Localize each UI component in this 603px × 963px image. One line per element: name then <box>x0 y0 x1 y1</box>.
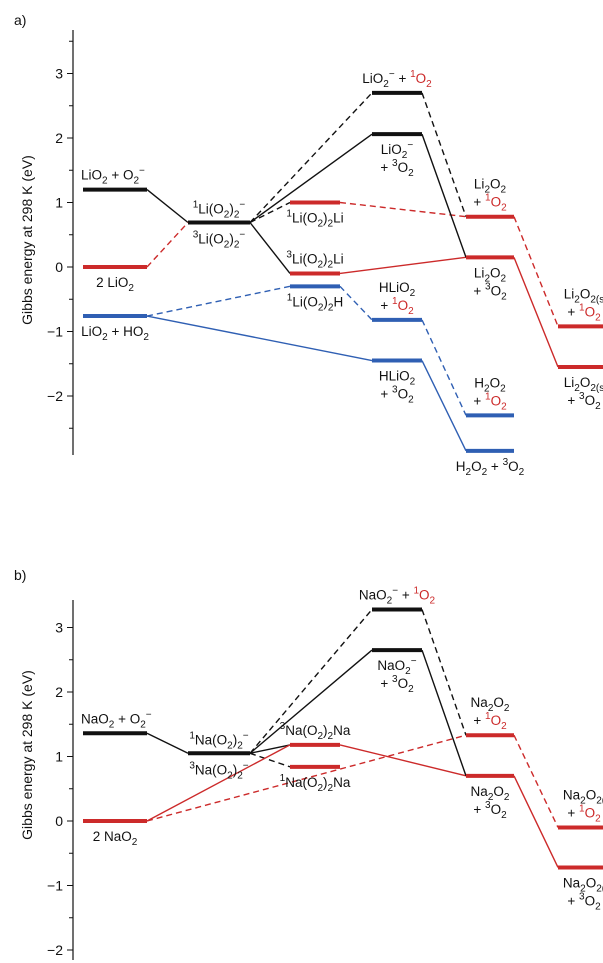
level-label: + 3O2 <box>567 891 601 912</box>
panel-a: a) Gibbs energy at 298 K (eV) 3 2 1 0 −1 −2 LiO2… <box>14 12 603 478</box>
y-tick-label: 2 <box>55 684 63 700</box>
connector-line <box>421 649 467 777</box>
level-label: 1Na(O2)2− <box>189 730 248 751</box>
y-tick-label: −2 <box>47 388 63 404</box>
level-label: + 1O2 <box>567 803 601 824</box>
level-label: HLiO2 <box>379 369 416 388</box>
connector-line <box>339 201 467 218</box>
connector-line <box>249 608 373 754</box>
level-label: 3Li(O2)2Li <box>286 249 343 270</box>
y-axis-label: Gibbs energy at 298 K (eV) <box>19 670 35 840</box>
level-label: Na2O2( <box>563 787 603 806</box>
connector-line <box>146 315 373 362</box>
y-tick-label: 1 <box>55 195 63 211</box>
level-label: 3Na(O2)2− <box>189 760 248 781</box>
level-label: 2 LiO2 <box>96 275 134 294</box>
connector-line <box>421 609 467 736</box>
level-label: LiO2 + O2− <box>81 166 145 187</box>
connector-line <box>513 775 559 868</box>
level-label: 1Li(O2)2Li <box>286 209 343 230</box>
level-label: 3Li(O2)2− <box>193 229 246 250</box>
connector-line <box>513 216 559 327</box>
level-label: + 1O2 <box>473 391 507 412</box>
connector-line <box>146 222 189 268</box>
y-axis-label: Gibbs energy at 298 K (eV) <box>19 155 35 325</box>
level-label: LiO2 + HO2 <box>81 324 149 343</box>
level-label: HLiO2 <box>379 280 416 299</box>
level-label: H2O2 + 3O2 <box>456 457 525 478</box>
level-label: 2 NaO2 <box>93 829 138 848</box>
connector-line <box>249 744 291 754</box>
connector-line <box>421 92 467 217</box>
level-label: Na2O2 <box>471 784 510 803</box>
level-label: + 3O2 <box>380 158 414 179</box>
connector-line <box>146 734 467 822</box>
level-label: LiO2− <box>381 140 414 161</box>
panel-b: b) Gibbs energy at 298 K (eV) 3 2 1 0 −1 −2 NaO2… <box>14 567 603 960</box>
level-label: 1Li(O2)2H <box>287 292 343 313</box>
panel-label: a) <box>14 12 26 28</box>
y-tick-label: 3 <box>55 620 63 636</box>
level-label: 1Na(O2)2Na <box>280 773 351 794</box>
y-tick-label: −2 <box>47 942 63 958</box>
connector-line <box>421 360 467 452</box>
level-label: Li2O2(s <box>564 375 603 394</box>
level-label: LiO2− + 1O2 <box>362 69 432 90</box>
connector-line <box>146 744 291 822</box>
connector-line <box>421 133 467 258</box>
y-tick-label: −1 <box>47 878 63 894</box>
level-label: + 3O2 <box>380 674 414 695</box>
connector-line <box>339 285 373 321</box>
level-label: H2O2 <box>474 375 506 394</box>
connector-line <box>249 752 291 768</box>
level-label: + 1O2 <box>380 296 414 317</box>
connector-line <box>513 734 559 828</box>
connector-line <box>421 319 467 416</box>
level-label: 1Li(O2)2− <box>193 199 246 220</box>
level-label: NaO2− <box>377 656 416 677</box>
level-label: + 1O2 <box>473 711 507 732</box>
level-label: + 3O2 <box>473 800 507 821</box>
connector-line <box>249 649 373 754</box>
level-label: Na2O2 <box>471 695 510 714</box>
level-label: Li2O2(s <box>564 286 603 305</box>
connector-line <box>339 256 467 275</box>
level-label: + 3O2 <box>473 281 507 302</box>
y-tick-label: 0 <box>55 813 63 829</box>
y-tick-label: 3 <box>55 66 63 82</box>
y-tick-label: 1 <box>55 749 63 765</box>
connector-line <box>249 222 291 274</box>
panel-label: b) <box>14 567 26 583</box>
level-label: Na2O2( <box>563 875 603 894</box>
connector-line <box>339 744 467 777</box>
level-label: + 1O2 <box>473 193 507 214</box>
y-tick-label: 2 <box>55 130 63 146</box>
connector-line <box>513 257 559 368</box>
level-label: Li2O2 <box>474 177 507 196</box>
y-tick-label: 0 <box>55 259 63 275</box>
connector-line <box>249 201 291 224</box>
level-label: 3Na(O2)2Na <box>280 721 351 742</box>
level-label: + 3O2 <box>380 385 414 406</box>
y-tick-label: −1 <box>47 324 63 340</box>
level-label: NaO2 + O2− <box>81 709 152 730</box>
connector-line <box>249 133 373 224</box>
level-label: + 3O2 <box>567 391 601 412</box>
level-label: Li2O2 <box>474 265 507 284</box>
level-label: NaO2− + 1O2 <box>359 585 436 606</box>
connector-line <box>146 732 189 754</box>
level-label: + 1O2 <box>567 302 601 323</box>
connector-line <box>146 285 291 317</box>
connector-line <box>146 189 189 224</box>
